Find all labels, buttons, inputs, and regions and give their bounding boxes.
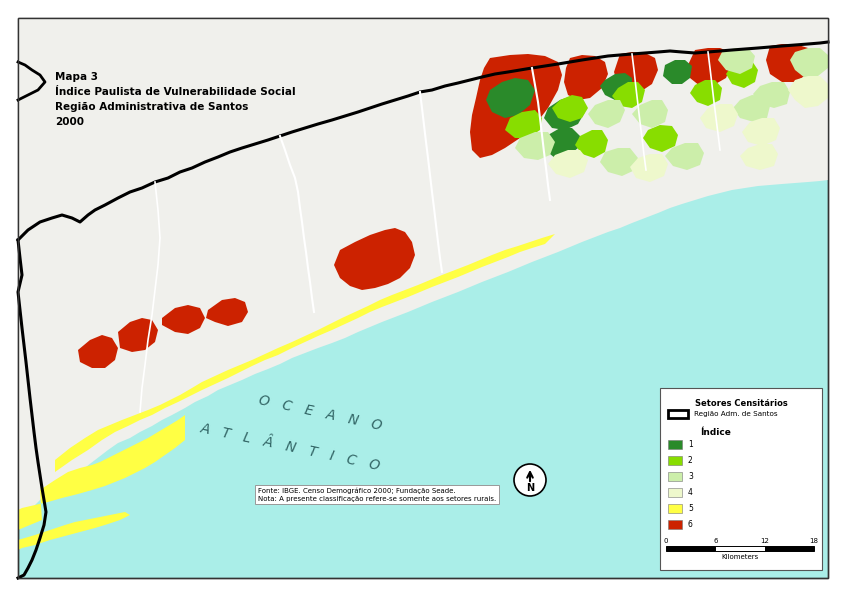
Polygon shape xyxy=(548,150,588,178)
Bar xyxy=(668,520,682,529)
Bar xyxy=(668,472,682,481)
Text: Região Administrativa de Santos: Região Administrativa de Santos xyxy=(55,102,248,112)
Text: Setores Censitários: Setores Censitários xyxy=(695,399,787,408)
Polygon shape xyxy=(600,148,638,176)
Polygon shape xyxy=(663,60,692,84)
Text: N: N xyxy=(526,483,534,493)
Bar xyxy=(668,504,682,513)
Polygon shape xyxy=(790,48,828,78)
Text: Fonte: IBGE. Censo Demográfico 2000; Fundação Seade.
Nota: A presente classifica: Fonte: IBGE. Censo Demográfico 2000; Fun… xyxy=(258,488,496,501)
Polygon shape xyxy=(78,335,118,368)
Text: Mapa 3: Mapa 3 xyxy=(55,72,98,82)
Text: 1: 1 xyxy=(688,440,693,449)
Bar xyxy=(668,440,682,449)
Polygon shape xyxy=(788,76,828,108)
Polygon shape xyxy=(486,78,535,118)
Text: 5: 5 xyxy=(688,504,693,513)
Polygon shape xyxy=(630,154,668,182)
Polygon shape xyxy=(643,125,678,152)
Text: O   C   E   A   N   O: O C E A N O xyxy=(257,393,383,433)
Polygon shape xyxy=(552,95,588,122)
Text: 6: 6 xyxy=(688,520,693,529)
Polygon shape xyxy=(55,234,555,472)
Text: 2000: 2000 xyxy=(55,117,84,127)
Text: 3: 3 xyxy=(688,472,693,481)
Polygon shape xyxy=(542,128,580,158)
Polygon shape xyxy=(575,130,608,158)
Polygon shape xyxy=(18,512,130,550)
Text: Índice: Índice xyxy=(700,428,731,437)
Polygon shape xyxy=(753,82,790,108)
Polygon shape xyxy=(162,305,205,334)
Polygon shape xyxy=(742,118,780,146)
Bar xyxy=(668,488,682,497)
Polygon shape xyxy=(18,415,185,530)
Polygon shape xyxy=(588,100,625,128)
Text: 18: 18 xyxy=(809,538,818,544)
Text: Índice Paulista de Vulnerabilidade Social: Índice Paulista de Vulnerabilidade Socia… xyxy=(55,87,296,97)
Bar xyxy=(660,388,822,570)
Polygon shape xyxy=(718,48,755,74)
Text: 6: 6 xyxy=(713,538,717,544)
Polygon shape xyxy=(118,318,158,352)
Text: Região Adm. de Santos: Região Adm. de Santos xyxy=(694,411,778,417)
Text: 0: 0 xyxy=(663,538,669,544)
Text: A   T   L   Â   N   T   I   C   O: A T L Â N T I C O xyxy=(199,421,381,473)
Polygon shape xyxy=(614,52,658,92)
Polygon shape xyxy=(726,60,758,88)
Polygon shape xyxy=(544,96,585,130)
Polygon shape xyxy=(690,80,722,106)
Bar xyxy=(668,456,682,465)
Bar xyxy=(765,546,814,551)
Text: 2: 2 xyxy=(688,456,693,465)
Polygon shape xyxy=(18,18,828,520)
Polygon shape xyxy=(505,110,542,138)
Text: 4: 4 xyxy=(688,488,693,497)
Polygon shape xyxy=(766,44,812,82)
Polygon shape xyxy=(600,73,632,100)
Polygon shape xyxy=(515,132,555,160)
Polygon shape xyxy=(612,82,645,108)
Polygon shape xyxy=(564,55,608,100)
Circle shape xyxy=(514,464,546,496)
Polygon shape xyxy=(700,104,738,132)
Text: 12: 12 xyxy=(760,538,769,544)
Polygon shape xyxy=(688,48,732,86)
Polygon shape xyxy=(334,228,415,290)
Polygon shape xyxy=(632,100,668,128)
Polygon shape xyxy=(665,143,704,170)
Bar xyxy=(716,546,765,551)
Polygon shape xyxy=(206,298,248,326)
Bar xyxy=(666,546,716,551)
Polygon shape xyxy=(733,95,770,122)
Polygon shape xyxy=(470,54,562,158)
Bar xyxy=(668,410,688,418)
Polygon shape xyxy=(740,144,778,170)
Text: Kilometers: Kilometers xyxy=(722,554,759,560)
